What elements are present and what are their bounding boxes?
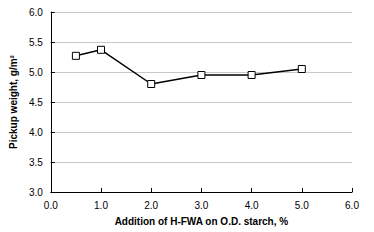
svg-text:2.0: 2.0 bbox=[144, 200, 158, 211]
svg-text:Pickup weight, g/m²: Pickup weight, g/m² bbox=[8, 54, 19, 149]
svg-text:4.0: 4.0 bbox=[29, 127, 43, 138]
svg-text:3.0: 3.0 bbox=[194, 200, 208, 211]
svg-text:6.0: 6.0 bbox=[345, 200, 359, 211]
svg-text:4.5: 4.5 bbox=[29, 97, 43, 108]
svg-text:5.0: 5.0 bbox=[29, 67, 43, 78]
svg-text:Addition of H-FWA on O.D. star: Addition of H-FWA on O.D. starch, % bbox=[115, 216, 289, 227]
svg-text:0.0: 0.0 bbox=[44, 200, 58, 211]
svg-text:6.0: 6.0 bbox=[29, 7, 43, 18]
svg-text:5.5: 5.5 bbox=[29, 37, 43, 48]
svg-text:3.5: 3.5 bbox=[29, 157, 43, 168]
svg-text:5.0: 5.0 bbox=[295, 200, 309, 211]
svg-text:3.0: 3.0 bbox=[29, 187, 43, 198]
svg-text:1.0: 1.0 bbox=[94, 200, 108, 211]
svg-text:4.0: 4.0 bbox=[245, 200, 259, 211]
